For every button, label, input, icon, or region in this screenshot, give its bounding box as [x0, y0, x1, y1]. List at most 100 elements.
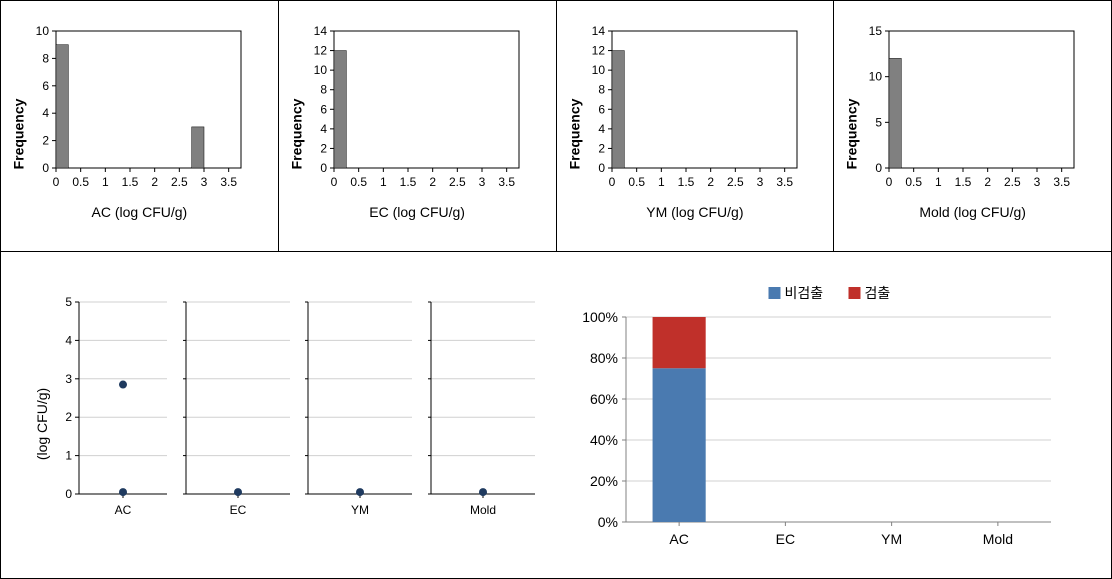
- scatter-section: 012345ACECYMMold: [1, 252, 551, 579]
- scatter-point: [356, 488, 364, 496]
- svg-text:6: 6: [42, 79, 49, 93]
- svg-text:2: 2: [65, 410, 72, 424]
- svg-text:AC: AC: [669, 531, 688, 547]
- bar: [192, 127, 204, 168]
- svg-text:3.5: 3.5: [220, 175, 237, 189]
- svg-text:0.5: 0.5: [628, 175, 645, 189]
- xlabel: YM (log CFU/g): [572, 204, 819, 220]
- histogram-ac: Frequency 024681000.511.522.533.5 AC (lo…: [1, 1, 279, 251]
- svg-text:1: 1: [935, 175, 942, 189]
- svg-text:8: 8: [42, 51, 49, 65]
- svg-text:6: 6: [320, 102, 327, 116]
- svg-text:1.5: 1.5: [677, 175, 694, 189]
- svg-text:1: 1: [380, 175, 387, 189]
- histogram-mold: Frequency 05101500.511.522.533.5 Mold (l…: [834, 1, 1111, 251]
- legend-swatch: [769, 287, 781, 299]
- svg-text:AC: AC: [115, 503, 132, 517]
- svg-text:0: 0: [598, 161, 605, 175]
- svg-text:4: 4: [320, 122, 327, 136]
- svg-text:1.5: 1.5: [399, 175, 416, 189]
- svg-text:60%: 60%: [590, 391, 618, 407]
- svg-text:80%: 80%: [590, 350, 618, 366]
- svg-text:8: 8: [320, 83, 327, 97]
- svg-text:1: 1: [102, 175, 109, 189]
- svg-text:2.5: 2.5: [171, 175, 188, 189]
- svg-text:YM: YM: [881, 531, 902, 547]
- bar: [889, 58, 901, 168]
- svg-text:3: 3: [65, 372, 72, 386]
- bottom-row: 012345ACECYMMold 비검출검출0%20%40%60%80%100%…: [1, 252, 1111, 579]
- bar: [334, 51, 346, 168]
- svg-text:0: 0: [42, 161, 49, 175]
- ylabel: Frequency: [566, 99, 582, 170]
- svg-text:5: 5: [876, 115, 883, 129]
- legend-swatch: [849, 287, 861, 299]
- scatter-point: [119, 488, 127, 496]
- svg-text:2: 2: [429, 175, 436, 189]
- scatter-point: [234, 488, 242, 496]
- top-row: Frequency 024681000.511.522.533.5 AC (lo…: [1, 1, 1111, 252]
- svg-text:0: 0: [53, 175, 60, 189]
- svg-text:14: 14: [313, 24, 327, 38]
- svg-text:2: 2: [42, 134, 49, 148]
- svg-text:14: 14: [591, 24, 605, 38]
- svg-text:2.5: 2.5: [1004, 175, 1021, 189]
- scatter-panel-ac: 012345AC: [51, 292, 174, 549]
- svg-text:100%: 100%: [582, 309, 618, 325]
- svg-text:2.5: 2.5: [449, 175, 466, 189]
- histogram-ec: Frequency 0246810121400.511.522.533.5 EC…: [279, 1, 557, 251]
- stacked-chart: 비검출 검출 0% 20% 40% 60% 80% 100% AC EC YM Mold: [551, 252, 1111, 579]
- svg-text:10: 10: [313, 63, 327, 77]
- svg-text:3.5: 3.5: [1054, 175, 1071, 189]
- scatter-panel-mold: Mold: [419, 292, 542, 549]
- svg-text:6: 6: [598, 102, 605, 116]
- stacked-bar-upper: [653, 317, 706, 368]
- svg-text:5: 5: [65, 295, 72, 309]
- svg-text:Mold: Mold: [983, 531, 1013, 547]
- svg-text:12: 12: [313, 44, 327, 58]
- svg-text:40%: 40%: [590, 432, 618, 448]
- svg-text:2: 2: [985, 175, 992, 189]
- scatter-panel-ec: EC: [174, 292, 297, 549]
- svg-text:검출: 검출: [865, 285, 891, 301]
- bar: [612, 51, 624, 168]
- svg-text:0.5: 0.5: [350, 175, 367, 189]
- ylabel: Frequency: [844, 99, 860, 170]
- svg-text:10: 10: [869, 70, 883, 84]
- svg-text:1.5: 1.5: [122, 175, 139, 189]
- svg-text:10: 10: [36, 24, 50, 38]
- bar: [56, 45, 68, 168]
- svg-text:2: 2: [151, 175, 158, 189]
- svg-text:2.5: 2.5: [726, 175, 743, 189]
- svg-text:0: 0: [886, 175, 893, 189]
- svg-text:0.5: 0.5: [906, 175, 923, 189]
- svg-text:Mold: Mold: [469, 503, 495, 517]
- svg-text:EC: EC: [776, 531, 795, 547]
- svg-text:2: 2: [598, 141, 605, 155]
- figure-container: Frequency 024681000.511.522.533.5 AC (lo…: [0, 0, 1112, 579]
- svg-text:4: 4: [598, 122, 605, 136]
- svg-text:3: 3: [756, 175, 763, 189]
- scatter-ylabel: (log CFU/g): [34, 387, 50, 459]
- svg-text:3.5: 3.5: [776, 175, 793, 189]
- svg-text:0: 0: [608, 175, 615, 189]
- svg-text:3: 3: [201, 175, 208, 189]
- svg-text:10: 10: [591, 63, 605, 77]
- svg-text:8: 8: [598, 83, 605, 97]
- svg-text:1: 1: [657, 175, 664, 189]
- xlabel: Mold (log CFU/g): [849, 204, 1096, 220]
- scatter-point: [119, 381, 127, 389]
- svg-text:0: 0: [876, 161, 883, 175]
- scatter-point: [479, 488, 487, 496]
- svg-text:20%: 20%: [590, 473, 618, 489]
- xlabel: AC (log CFU/g): [16, 204, 263, 220]
- ylabel: Frequency: [10, 99, 26, 170]
- svg-text:0%: 0%: [598, 514, 618, 530]
- svg-text:0: 0: [65, 487, 72, 501]
- svg-text:1.5: 1.5: [955, 175, 972, 189]
- svg-text:비검출: 비검출: [785, 285, 824, 301]
- svg-text:0.5: 0.5: [72, 175, 89, 189]
- svg-text:YM: YM: [351, 503, 369, 517]
- stacked-bar-lower: [653, 368, 706, 522]
- svg-text:3: 3: [1034, 175, 1041, 189]
